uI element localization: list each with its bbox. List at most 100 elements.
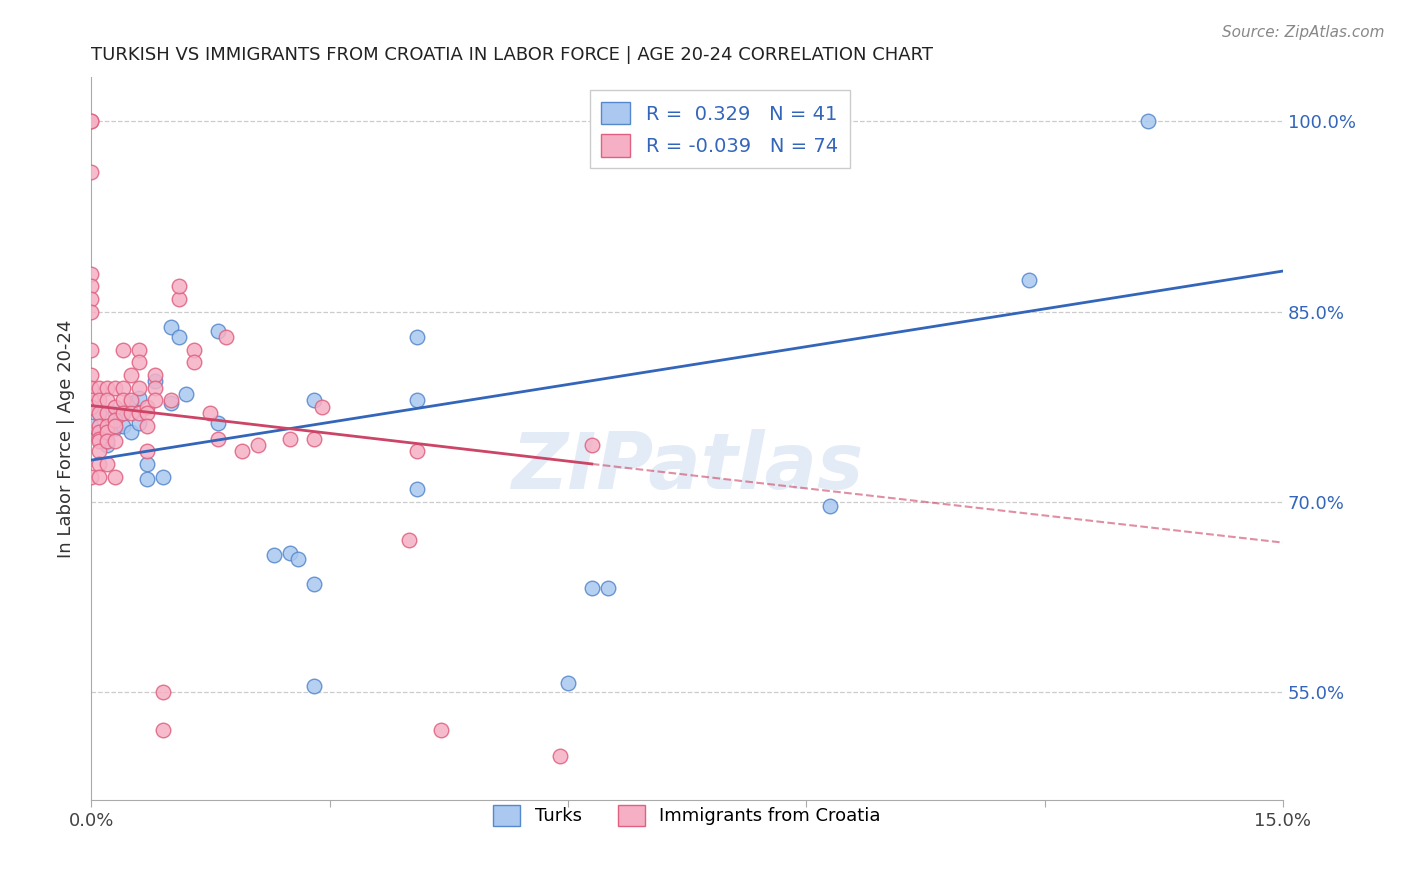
Point [80,381,103,395]
Point [429,723,451,738]
Point [96,434,118,448]
Point [120,368,142,383]
Point [302,393,325,408]
Text: TURKISH VS IMMIGRANTS FROM CROATIA IN LABOR FORCE | AGE 20-24 CORRELATION CHART: TURKISH VS IMMIGRANTS FROM CROATIA IN LA… [91,46,934,64]
Point [581,438,603,452]
Point [135,472,157,486]
Point [87,381,110,395]
Point [96,457,118,471]
Point [80,368,103,383]
Point [128,406,150,420]
Point [152,469,174,483]
Point [128,381,150,395]
Point [104,381,127,395]
Point [135,406,157,420]
Point [263,549,285,563]
Point [111,393,134,408]
Point [120,396,142,410]
Point [398,533,420,547]
Point [152,723,174,738]
Point [80,114,103,128]
Point [80,393,103,408]
Point [104,400,127,414]
Point [128,355,150,369]
Point [183,355,205,369]
Point [80,343,103,357]
Point [159,393,181,408]
Point [143,368,166,383]
Text: ZIPatlas: ZIPatlas [510,429,863,506]
Point [406,483,429,497]
Point [200,406,222,420]
Point [96,393,118,408]
Point [302,679,325,693]
Point [87,432,110,446]
Point [80,469,103,483]
Point [87,444,110,458]
Point [80,279,103,293]
Point [87,425,110,440]
Point [128,417,150,431]
Point [167,292,190,306]
Point [96,434,118,448]
Point [167,330,190,344]
Point [143,375,166,389]
Point [302,577,325,591]
Point [87,406,110,420]
Point [128,343,150,357]
Point [80,400,103,414]
Legend: Turks, Immigrants from Croatia: Turks, Immigrants from Croatia [484,796,890,835]
Point [87,434,110,448]
Point [111,418,134,433]
Point [111,343,134,357]
Point [96,406,118,420]
Point [87,469,110,483]
Point [80,418,103,433]
Point [167,279,190,293]
Point [87,425,110,440]
Point [818,499,841,513]
Point [96,418,118,433]
Y-axis label: In Labor Force | Age 20-24: In Labor Force | Age 20-24 [58,319,75,558]
Point [120,425,142,440]
Text: Source: ZipAtlas.com: Source: ZipAtlas.com [1222,25,1385,40]
Point [215,330,238,344]
Point [135,457,157,471]
Point [207,432,229,446]
Point [80,304,103,318]
Point [311,400,333,414]
Point [104,469,127,483]
Point [111,406,134,420]
Point [1018,273,1040,287]
Point [287,552,309,566]
Point [80,400,103,414]
Point [80,165,103,179]
Point [104,406,127,420]
Point [247,438,270,452]
Point [406,444,429,458]
Point [96,438,118,452]
Point [80,114,103,128]
Point [80,267,103,281]
Point [104,412,127,426]
Point [111,406,134,420]
Point [581,582,603,596]
Point [207,324,229,338]
Point [104,412,127,426]
Point [159,396,181,410]
Point [1136,114,1159,128]
Point [80,292,103,306]
Point [159,319,181,334]
Point [104,421,127,435]
Point [302,432,325,446]
Point [120,406,142,420]
Point [128,391,150,405]
Point [87,457,110,471]
Point [104,418,127,433]
Point [96,421,118,435]
Point [87,393,110,408]
Point [278,546,301,560]
Point [96,381,118,395]
Point [596,582,619,596]
Point [135,400,157,414]
